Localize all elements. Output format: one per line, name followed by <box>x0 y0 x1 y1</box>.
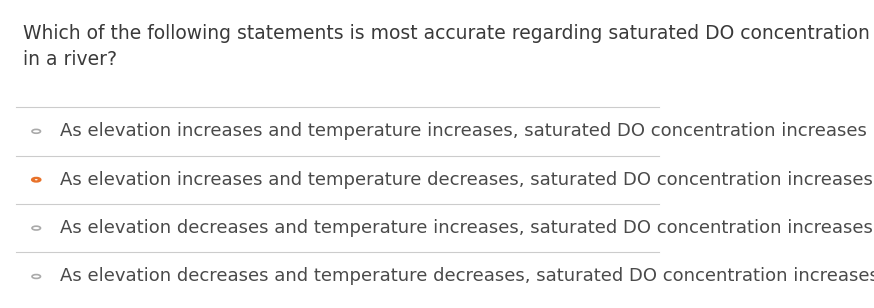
Text: As elevation increases and temperature decreases, saturated DO concentration inc: As elevation increases and temperature d… <box>59 171 872 189</box>
Text: Which of the following statements is most accurate regarding saturated DO concen: Which of the following statements is mos… <box>23 24 870 69</box>
Circle shape <box>32 129 40 133</box>
Circle shape <box>32 274 40 278</box>
Text: As elevation decreases and temperature increases, saturated DO concentration inc: As elevation decreases and temperature i… <box>59 219 872 237</box>
Circle shape <box>32 226 40 230</box>
Text: As elevation increases and temperature increases, saturated DO concentration inc: As elevation increases and temperature i… <box>59 122 866 140</box>
Circle shape <box>35 179 38 180</box>
Text: As elevation decreases and temperature decreases, saturated DO concentration inc: As elevation decreases and temperature d… <box>59 267 874 286</box>
Circle shape <box>32 178 40 182</box>
